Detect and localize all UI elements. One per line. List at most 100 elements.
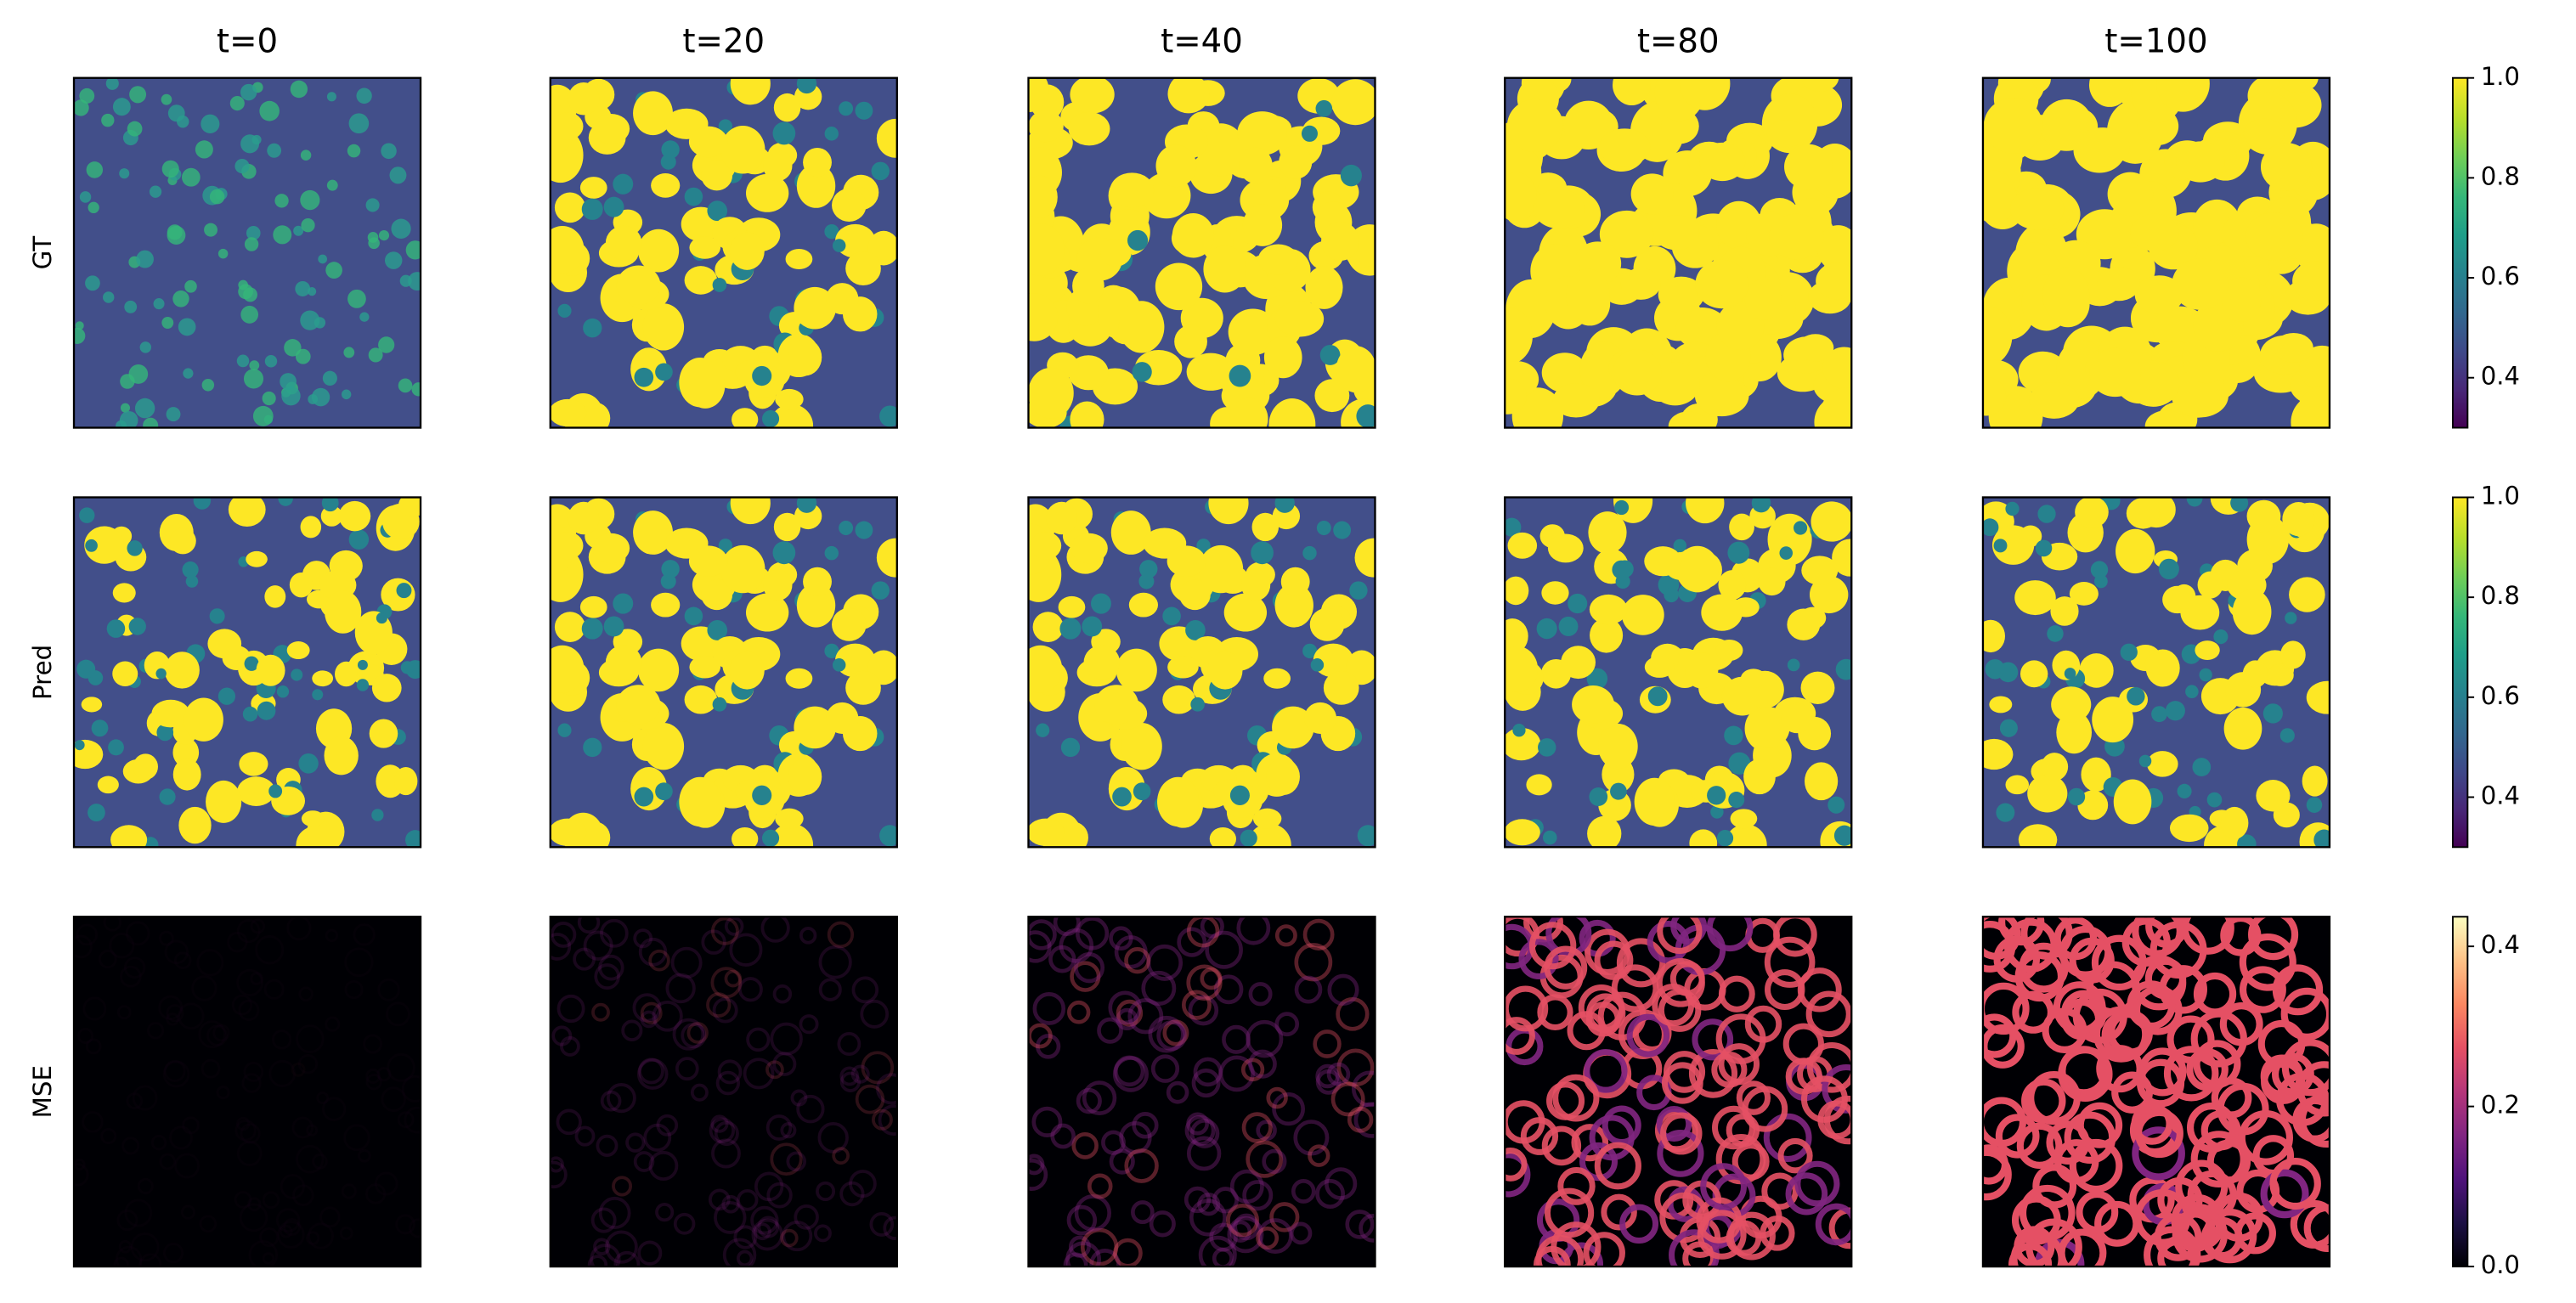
blob	[2050, 596, 2079, 626]
error-blob	[1652, 984, 1695, 1027]
blob	[2097, 267, 2141, 302]
blob	[592, 113, 630, 144]
faint-blob	[2279, 728, 2295, 743]
error-blob	[632, 993, 662, 1023]
error-blob	[832, 1147, 850, 1165]
error-blob	[733, 1225, 758, 1249]
error-blob	[2260, 1169, 2309, 1219]
colorbar-tick-label: 0.6	[2481, 262, 2520, 290]
error-blob	[590, 1244, 621, 1267]
blob	[2027, 774, 2068, 813]
blob	[845, 670, 881, 705]
blob	[1989, 696, 2013, 714]
faint-blob	[396, 583, 412, 599]
faint-blob	[1724, 725, 1743, 746]
colorbar-tick-label: 0.4	[2481, 362, 2520, 391]
blob	[1613, 349, 1662, 396]
error-blob	[1544, 1187, 1595, 1238]
blob	[1561, 646, 1596, 680]
blob	[1505, 378, 1527, 415]
blob	[1121, 723, 1162, 770]
faint-blob	[2230, 497, 2249, 512]
blob	[2278, 77, 2319, 93]
error-blob	[638, 1058, 664, 1085]
blob	[2176, 141, 2225, 183]
blob	[1505, 576, 1529, 606]
blob	[1634, 777, 1675, 826]
error-blob	[1274, 924, 1297, 947]
faint-blob	[1827, 796, 1845, 814]
error-blob	[1256, 1226, 1280, 1250]
blob	[133, 753, 158, 780]
blob	[1155, 144, 1197, 188]
error-blob	[1523, 917, 1563, 943]
faint-blob	[244, 656, 259, 671]
blob	[1028, 645, 1063, 693]
error-blob	[1782, 1023, 1824, 1065]
error-blob	[1198, 1235, 1237, 1267]
faint-blob	[2067, 787, 2086, 806]
speckle	[204, 223, 217, 237]
blob	[2220, 806, 2249, 839]
speckle	[281, 386, 301, 406]
blob	[679, 357, 721, 408]
blob	[1257, 244, 1299, 275]
error-blob	[1065, 1241, 1101, 1267]
blob	[1613, 77, 1651, 106]
error-blob	[2290, 1199, 2330, 1249]
blob	[1272, 706, 1314, 749]
speckle	[243, 369, 264, 389]
error-blob	[1616, 938, 1666, 988]
error-blob	[1186, 1136, 1222, 1171]
blob	[679, 776, 721, 827]
error-blob	[1242, 1180, 1274, 1211]
error-blob	[2239, 966, 2286, 1013]
blob	[1811, 501, 1852, 542]
blob	[2172, 258, 2229, 310]
blob	[1506, 99, 1563, 153]
speckle	[105, 77, 119, 90]
blob	[184, 697, 223, 742]
blob	[2242, 660, 2268, 688]
error-blob	[1181, 990, 1212, 1020]
blob	[1744, 279, 1782, 320]
error-blob	[1274, 1012, 1300, 1037]
blob	[1766, 120, 1805, 148]
error-blob	[1074, 1194, 1111, 1232]
faint-blob	[156, 724, 174, 742]
error-blob	[1227, 1216, 1264, 1254]
blob	[1083, 645, 1121, 680]
error-blob	[1256, 1120, 1277, 1142]
blob	[1028, 77, 1049, 113]
speckle	[167, 224, 183, 240]
error-blob	[2269, 1158, 2321, 1210]
faint-blob	[761, 829, 780, 847]
heatmap	[1028, 497, 1376, 848]
blob	[1787, 608, 1821, 640]
speckle	[246, 225, 261, 240]
error-blob	[1209, 1222, 1238, 1252]
error-blob	[1760, 1216, 1795, 1251]
error-blob	[655, 1202, 675, 1222]
blob	[312, 670, 334, 687]
error-blob	[1197, 1193, 1221, 1216]
blob	[1797, 334, 1834, 362]
error-blob	[560, 1035, 580, 1057]
blob	[2134, 275, 2184, 314]
blob	[1070, 401, 1104, 428]
blob	[1809, 576, 1849, 614]
faint-blob	[871, 581, 890, 600]
error-blob	[2111, 1071, 2153, 1114]
error-blob	[710, 1114, 729, 1133]
faint-blob	[707, 200, 728, 222]
blob	[1314, 379, 1350, 413]
speckle	[101, 113, 115, 127]
speckle	[341, 389, 352, 400]
blob	[398, 497, 421, 517]
blob	[642, 303, 685, 351]
error-blob	[1657, 917, 1703, 954]
blob	[1028, 293, 1059, 341]
blob	[2116, 528, 2155, 574]
heatmap	[1982, 917, 2330, 1267]
